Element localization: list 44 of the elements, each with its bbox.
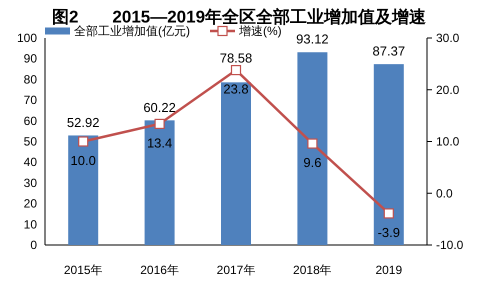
- y2-tick-label: 20.0: [436, 82, 460, 97]
- data-label: 87.37: [372, 44, 406, 59]
- data-label: -3.9: [378, 224, 400, 240]
- data-label: 23.8: [223, 82, 249, 97]
- y-tick-label: 60: [24, 114, 38, 128]
- y-tick-label: 70: [24, 93, 38, 108]
- y-tick-label: 100: [16, 31, 38, 45]
- x-tick-label: 2017年: [216, 263, 256, 277]
- point: [230, 64, 242, 76]
- y2-tick-label: -10.0: [436, 238, 464, 252]
- data-label: 60.22: [143, 100, 176, 115]
- bar: [297, 52, 328, 245]
- y2-tick-label: 10.0: [436, 134, 460, 148]
- y-tick-label: 20: [24, 196, 38, 211]
- y-tick-label: 10: [24, 217, 38, 232]
- data-label: 9.6: [303, 155, 322, 170]
- chart-title: 图2 2015—2019年全区全部工业增加值及增速: [52, 8, 426, 26]
- y2-tick-label: 30.0: [436, 31, 460, 45]
- data-label: 13.4: [146, 135, 172, 150]
- data-label: 78.58: [220, 50, 252, 66]
- legend-label: 增速(%): [238, 24, 282, 38]
- bar: [221, 82, 251, 245]
- y-tick-label: 0: [30, 238, 38, 252]
- x-tick-label: 2015年: [64, 263, 103, 277]
- data-label: 10.0: [70, 153, 96, 168]
- point: [154, 118, 165, 130]
- bar: [144, 120, 175, 245]
- y-tick-label: 40: [24, 155, 38, 170]
- y-tick-label: 90: [24, 52, 38, 66]
- legend-label: 全部工业增加值(亿元): [74, 24, 190, 38]
- x-tick-label: 2019: [375, 263, 402, 277]
- data-label: 93.12: [296, 32, 329, 47]
- point: [307, 138, 318, 149]
- y-tick-label: 80: [24, 72, 38, 86]
- y-tick-label: 30: [24, 176, 38, 190]
- point: [384, 208, 394, 219]
- point: [78, 136, 88, 147]
- data-label: 52.92: [66, 114, 100, 130]
- bar: [68, 135, 98, 245]
- y2-tick-label: 0.0: [436, 186, 454, 200]
- x-tick-label: 2018年: [293, 263, 332, 277]
- y-tick-label: 50: [24, 134, 38, 148]
- bar: [374, 64, 404, 245]
- x-tick-label: 2016年: [140, 263, 179, 277]
